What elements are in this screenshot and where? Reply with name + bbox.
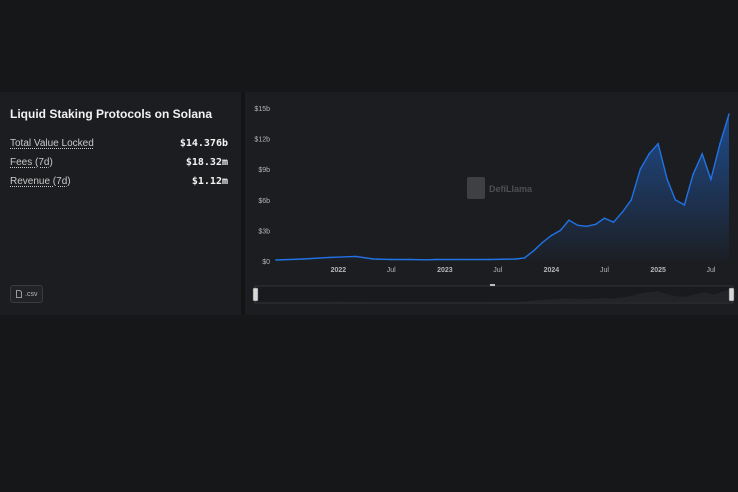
data-point bbox=[559, 229, 562, 232]
brush-grip[interactable] bbox=[490, 284, 495, 286]
x-tick-label: 2023 bbox=[437, 267, 453, 274]
metric-row-tvl: Total Value Locked $14.376b bbox=[10, 138, 228, 152]
x-axis: 2022 Jul 2023 Jul 2024 Jul 2025 Jul bbox=[331, 267, 716, 274]
y-axis: $0 $3b $6b $9b $12b $15b bbox=[254, 106, 270, 266]
data-point bbox=[275, 259, 277, 261]
data-point bbox=[435, 258, 437, 261]
data-point bbox=[541, 241, 544, 244]
data-point bbox=[657, 142, 659, 145]
summary-panel: Liquid Staking Protocols on Solana Total… bbox=[0, 92, 241, 315]
tvl-value: $14.376b bbox=[179, 138, 228, 149]
y-tick-label: $9b bbox=[258, 167, 270, 174]
revenue-label[interactable]: Revenue (7d) bbox=[10, 176, 71, 187]
data-point bbox=[372, 258, 375, 260]
tvl-area bbox=[276, 114, 729, 261]
data-point bbox=[710, 178, 712, 181]
data-point bbox=[328, 256, 331, 259]
data-point bbox=[523, 257, 526, 259]
panel-title: Liquid Staking Protocols on Solana bbox=[10, 107, 213, 121]
x-tick-label: Jul bbox=[600, 267, 609, 274]
brush-handle-right[interactable] bbox=[728, 287, 735, 302]
file-icon bbox=[16, 290, 22, 298]
data-point bbox=[426, 258, 428, 261]
tvl-chart: $0 $3b $6b $9b $12b $15b 2022 Jul 2023 Jul 2024 Ju… bbox=[252, 106, 735, 304]
data-point bbox=[639, 168, 642, 170]
y-tick-label: $0 bbox=[262, 259, 270, 266]
data-point bbox=[408, 258, 411, 261]
revenue-value: $1.12m bbox=[191, 176, 228, 187]
data-point bbox=[630, 199, 633, 201]
metric-row-revenue: Revenue (7d) $1.12m bbox=[10, 176, 228, 190]
data-point bbox=[514, 258, 517, 260]
data-point bbox=[550, 234, 553, 237]
fees-value: $18.32m bbox=[185, 157, 228, 168]
brush-handle-left[interactable] bbox=[252, 287, 259, 302]
data-point bbox=[648, 153, 650, 155]
panel-divider bbox=[241, 92, 245, 315]
data-point bbox=[594, 223, 597, 226]
data-point bbox=[390, 258, 393, 261]
y-tick-label: $3b bbox=[258, 228, 270, 235]
csv-download-button[interactable]: .csv bbox=[10, 285, 44, 303]
csv-label: .csv bbox=[25, 290, 38, 298]
data-point bbox=[692, 173, 694, 176]
data-point bbox=[354, 255, 357, 258]
data-point bbox=[701, 153, 703, 155]
data-point bbox=[683, 204, 686, 206]
range-brush[interactable] bbox=[252, 284, 735, 304]
x-tick-label: Jul bbox=[706, 267, 715, 274]
x-tick-label: 2022 bbox=[331, 267, 347, 274]
data-point bbox=[666, 178, 668, 181]
y-tick-label: $15b bbox=[254, 106, 270, 113]
x-tick-label: Jul bbox=[387, 267, 396, 274]
x-tick-label: 2024 bbox=[544, 267, 560, 274]
defillama-logo-icon bbox=[467, 177, 485, 199]
x-tick-label: Jul bbox=[493, 267, 502, 274]
x-tick-label: 2025 bbox=[650, 267, 666, 274]
defillama-watermark: DefiLlama bbox=[467, 177, 533, 199]
data-point bbox=[577, 224, 579, 227]
data-points bbox=[275, 113, 730, 261]
data-point bbox=[488, 258, 490, 261]
data-point bbox=[302, 258, 304, 260]
data-point bbox=[719, 142, 721, 145]
data-point bbox=[603, 217, 606, 219]
fees-label[interactable]: Fees (7d) bbox=[10, 157, 53, 168]
y-tick-label: $12b bbox=[254, 137, 270, 144]
tvl-line bbox=[275, 113, 730, 261]
data-point bbox=[612, 221, 615, 224]
data-point bbox=[461, 258, 463, 261]
data-point bbox=[585, 225, 588, 228]
chart-panel: $0 $3b $6b $9b $12b $15b 2022 Jul 2023 Jul 2024 Ju… bbox=[245, 92, 738, 315]
brush-preview bbox=[255, 288, 733, 302]
data-point bbox=[532, 250, 535, 252]
data-point bbox=[568, 219, 570, 221]
tvl-label[interactable]: Total Value Locked bbox=[10, 138, 94, 149]
y-tick-label: $6b bbox=[258, 198, 270, 205]
metric-row-fees: Fees (7d) $18.32m bbox=[10, 157, 228, 171]
watermark-text: DefiLlama bbox=[489, 184, 533, 194]
chart-card: Liquid Staking Protocols on Solana Total… bbox=[0, 92, 738, 315]
data-point bbox=[674, 199, 677, 201]
data-point bbox=[621, 211, 624, 213]
data-point bbox=[728, 113, 730, 115]
